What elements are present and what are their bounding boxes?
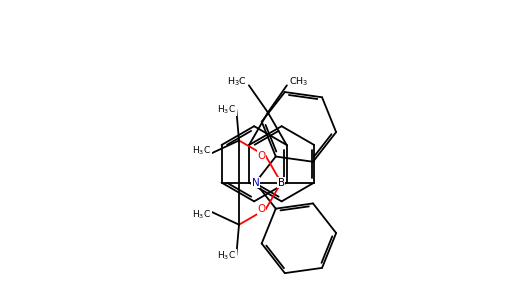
Text: N: N bbox=[251, 177, 259, 188]
Text: H$_3$C: H$_3$C bbox=[217, 103, 236, 116]
Text: H$_3$C: H$_3$C bbox=[217, 249, 236, 262]
Text: H$_3$C: H$_3$C bbox=[192, 144, 211, 157]
Text: O: O bbox=[258, 151, 266, 161]
Text: O: O bbox=[258, 204, 266, 214]
Text: B: B bbox=[278, 177, 285, 188]
Text: H$_3$C: H$_3$C bbox=[192, 208, 211, 221]
Text: H$_3$C: H$_3$C bbox=[227, 75, 247, 88]
Text: CH$_3$: CH$_3$ bbox=[289, 75, 308, 88]
